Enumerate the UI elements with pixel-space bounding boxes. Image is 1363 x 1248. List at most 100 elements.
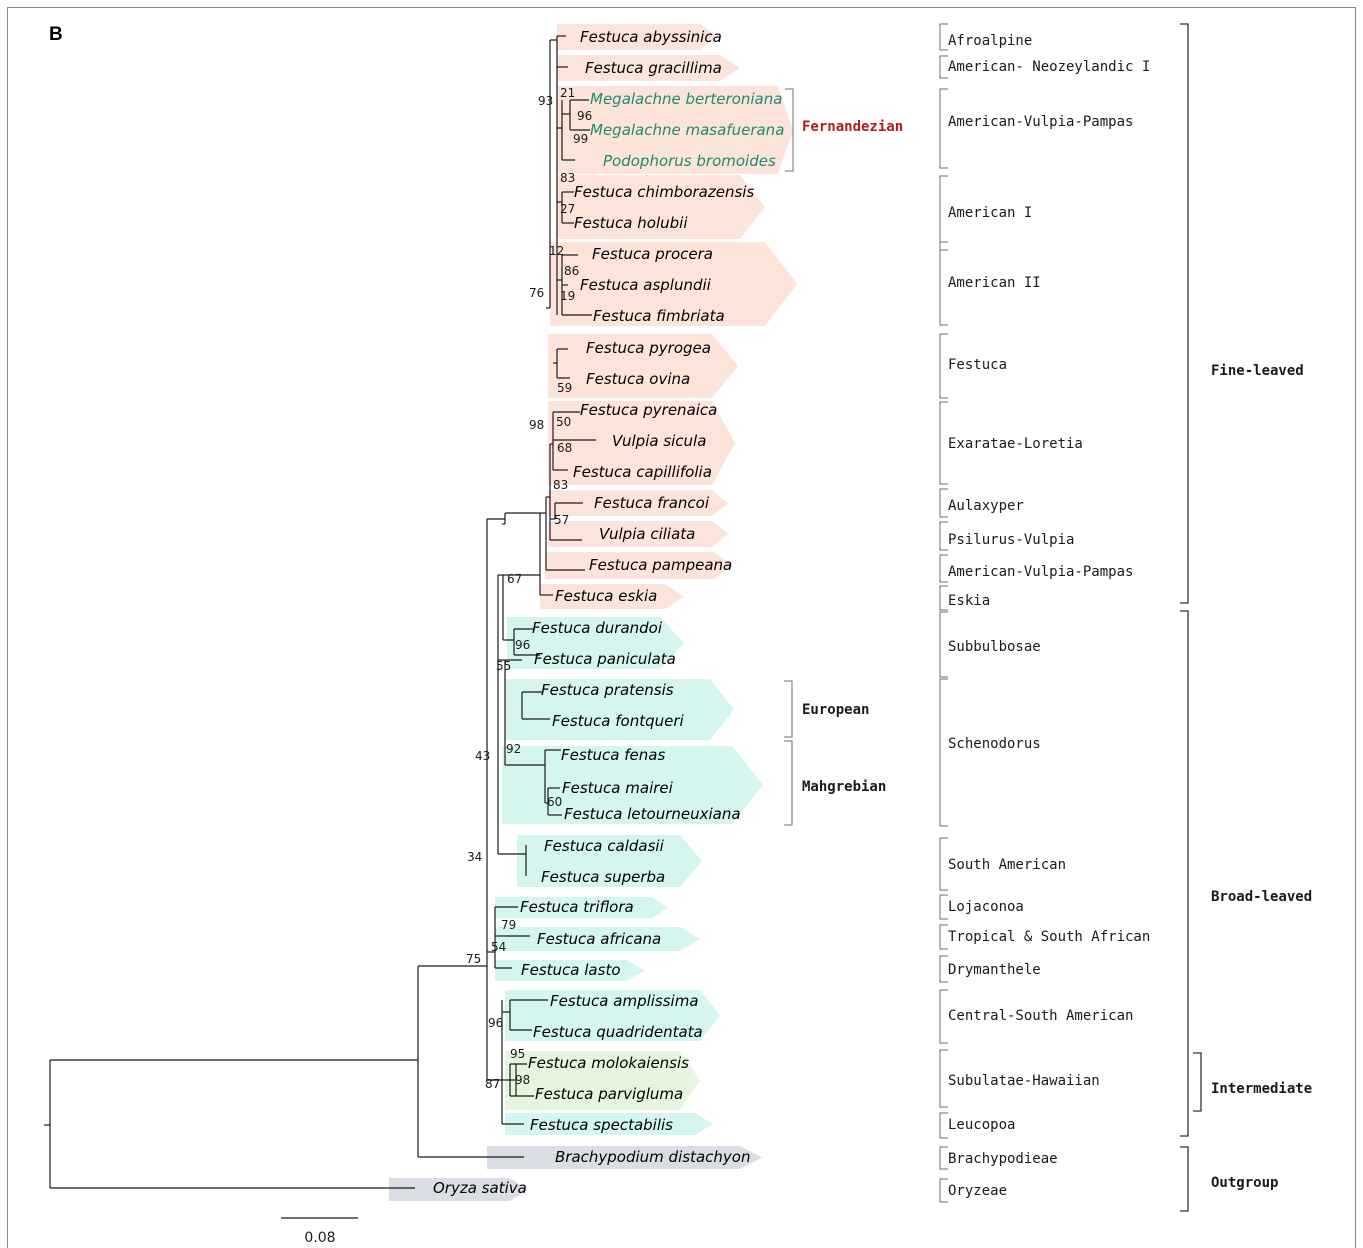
support-value: 95	[510, 1047, 525, 1061]
clade-highlight-20	[505, 1051, 700, 1110]
bracket-lineage	[939, 401, 948, 485]
taxon-label: Megalachne masafuerana	[590, 121, 784, 139]
bracket-outgroup	[1180, 1146, 1189, 1212]
lineage-label: Subbulbosae	[948, 639, 1041, 655]
bracket-lineage	[939, 554, 948, 583]
lineage-label: South American	[948, 857, 1066, 873]
clade-highlight-9	[548, 521, 728, 547]
group-brackets	[784, 23, 1202, 1212]
support-value: 98	[515, 1073, 530, 1087]
bracket-lineage	[939, 837, 948, 891]
taxon-label: Festuca pampeana	[589, 556, 732, 574]
taxon-label: Festuca spectabilis	[530, 1116, 673, 1134]
clade-highlight-1	[557, 24, 716, 50]
taxon-label: Podophorus bromoides	[603, 152, 776, 170]
bracket-lineage	[939, 1146, 948, 1170]
lineage-label: Eskia	[948, 593, 990, 609]
lineage-label: Leucopoa	[948, 1117, 1015, 1133]
clade-highlight-3	[557, 86, 793, 174]
lineage-label: Exaratae-Loretia	[948, 436, 1083, 452]
taxon-label: Festuca amplissima	[550, 992, 699, 1010]
lineage-label: Aulaxyper	[948, 498, 1024, 514]
support-value: 34	[467, 850, 482, 864]
support-value: 87	[485, 1077, 500, 1091]
support-value: 27	[560, 202, 575, 216]
lineage-label: Lojaconoa	[948, 899, 1024, 915]
clade-highlight-6	[548, 334, 738, 398]
support-value: 92	[506, 742, 521, 756]
taxon-label: Festuca triflora	[520, 898, 634, 916]
lineage-label: Tropical & South African	[948, 929, 1150, 945]
clade-highlight-2	[557, 55, 740, 81]
taxon-label: Festuca chimborazensis	[574, 183, 754, 201]
taxon-label: Festuca molokaiensis	[528, 1054, 689, 1072]
lineage-label: American-Vulpia-Pampas	[948, 114, 1133, 130]
clade-highlight-8	[548, 490, 728, 516]
taxon-label: Festuca paniculata	[534, 650, 676, 668]
taxon-label: Festuca gracillima	[585, 59, 722, 77]
bracket-lineage	[939, 521, 948, 551]
support-value: 75	[466, 952, 481, 966]
taxon-label: Festuca holubii	[574, 214, 688, 232]
clade-highlight-14	[502, 746, 763, 824]
taxon-label: Brachypodium distachyon	[555, 1148, 750, 1166]
major-group-label: Fine-leaved	[1211, 363, 1304, 379]
support-value: 98	[529, 418, 544, 432]
taxon-label: Festuca fontqueri	[552, 712, 685, 730]
taxon-label: Festuca pratensis	[541, 681, 674, 699]
subgroup-label: European	[802, 702, 869, 718]
taxon-label: Festuca asplundii	[580, 276, 712, 294]
support-value: 83	[553, 478, 568, 492]
lineage-label: Afroalpine	[948, 33, 1032, 49]
clade-highlight-13	[505, 679, 734, 740]
clade-highlight-7	[548, 401, 735, 485]
bracket-fernandezian	[785, 88, 794, 172]
taxon-label: Festuca pyrogea	[586, 339, 711, 357]
taxon-label: Festuca pyrenaica	[580, 401, 717, 419]
clade-highlight-18	[495, 960, 645, 981]
support-value: 93	[538, 94, 553, 108]
taxon-label: Vulpia ciliata	[599, 525, 695, 543]
bracket-lineage	[939, 989, 948, 1044]
lineage-label: American-Vulpia-Pampas	[948, 564, 1133, 580]
bracket-lineage	[939, 1112, 948, 1139]
support-value: 96	[488, 1016, 503, 1030]
figure-frame	[7, 7, 1356, 1248]
lineage-label: Subulatae-Hawaiian	[948, 1073, 1100, 1089]
bracket-lineage	[939, 678, 948, 827]
clade-highlight-4	[557, 175, 765, 239]
clade-highlight-22	[487, 1146, 762, 1169]
taxon-label: Festuca durandoi	[532, 619, 663, 637]
clade-highlight-21	[505, 1113, 713, 1135]
taxon-label: Festuca parvigluma	[535, 1085, 683, 1103]
support-value: 83	[560, 171, 575, 185]
bracket-lineage	[939, 894, 948, 920]
lineage-label: Drymanthele	[948, 962, 1041, 978]
support-value: 60	[547, 795, 562, 809]
bracket-lineage	[939, 488, 948, 518]
lineage-label: American II	[948, 275, 1041, 291]
group-labels: Fernandezian European Mahgrebian Afroalpine…	[802, 33, 1312, 1199]
support-value: 96	[577, 109, 592, 123]
clade-highlight-10	[545, 552, 733, 579]
bracket-lineage	[939, 955, 948, 983]
bracket-lineage	[939, 924, 948, 950]
support-value: 43	[475, 749, 490, 763]
clade-highlights	[389, 24, 797, 1201]
clade-highlight-11	[540, 584, 684, 609]
bracket-fine-leaved	[1180, 23, 1189, 604]
subgroup-label: Fernandezian	[802, 119, 903, 135]
taxon-labels: Festuca abyssinica Festuca gracillima Mega…	[433, 28, 784, 1197]
tree-branches	[44, 35, 596, 1189]
bracket-broad-leaved	[1180, 610, 1189, 1137]
bracket-european	[784, 680, 793, 738]
bracket-lineage	[939, 1049, 948, 1108]
taxon-label: Festuca lasto	[521, 961, 621, 979]
taxon-label: Festuca superba	[541, 868, 665, 886]
taxon-label: Festuca africana	[537, 930, 661, 948]
support-value: 96	[515, 638, 530, 652]
taxon-label: Festuca mairei	[562, 779, 674, 797]
support-value: 19	[560, 289, 575, 303]
clade-highlight-16	[495, 897, 668, 918]
